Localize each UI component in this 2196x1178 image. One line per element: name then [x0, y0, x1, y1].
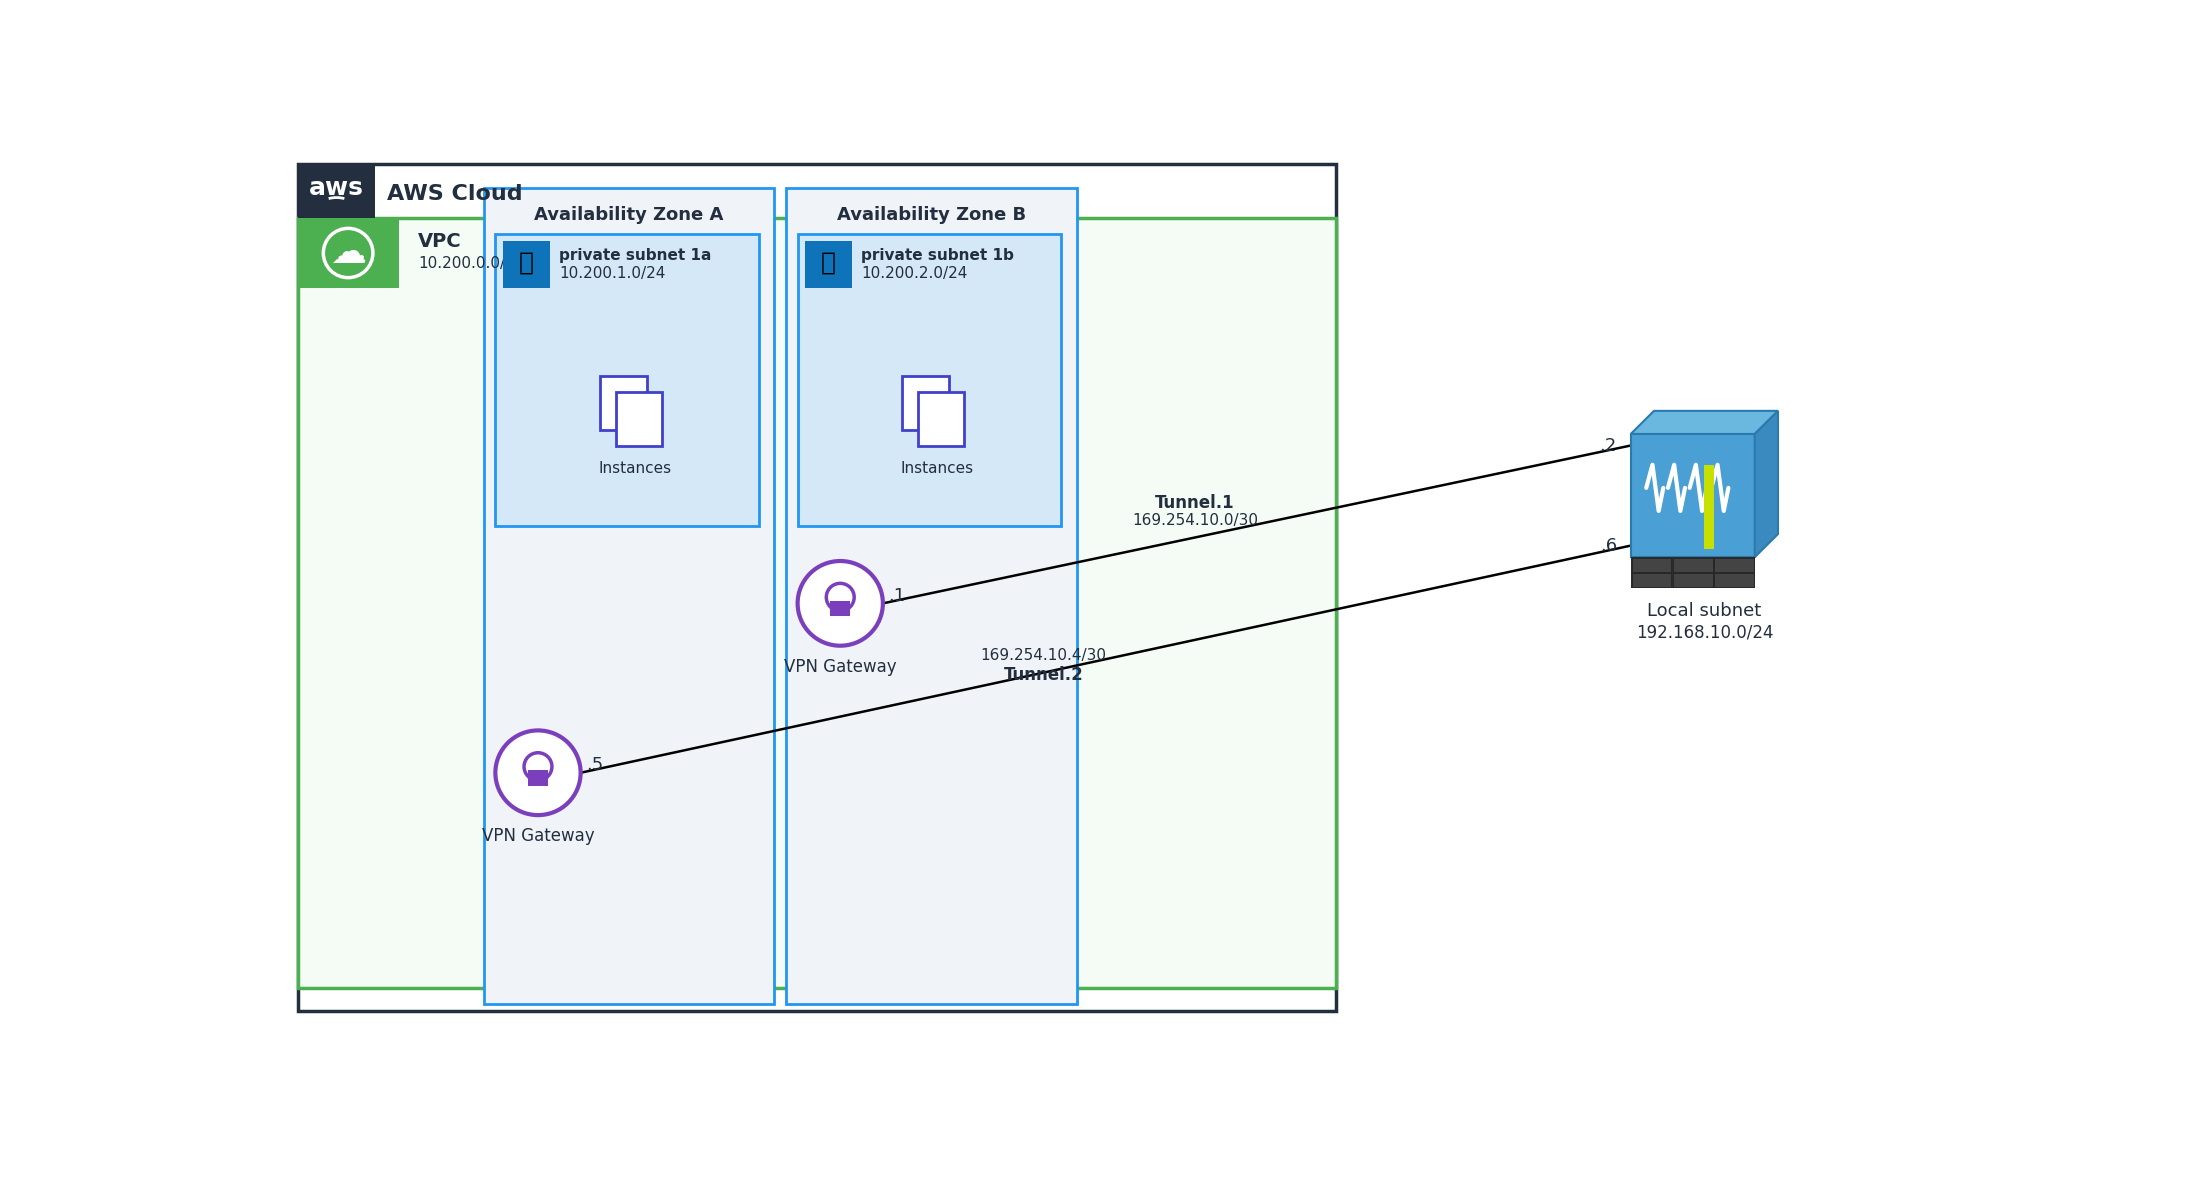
Bar	[1632, 574, 1671, 587]
Circle shape	[525, 753, 551, 781]
Bar	[615, 391, 661, 445]
Bar	[600, 376, 646, 430]
Bar	[903, 376, 949, 430]
Text: 🔒: 🔒	[821, 250, 837, 274]
Bar	[483, 187, 775, 1004]
Text: AWS Cloud: AWS Cloud	[386, 184, 523, 204]
Circle shape	[496, 730, 580, 815]
Text: VPN Gateway: VPN Gateway	[784, 657, 896, 675]
Circle shape	[323, 229, 373, 278]
Text: Tunnel.2: Tunnel.2	[1004, 666, 1083, 683]
Polygon shape	[1755, 411, 1779, 557]
Bar	[496, 233, 760, 527]
Text: aws: aws	[310, 176, 365, 199]
Text: private subnet 1a: private subnet 1a	[560, 247, 712, 263]
Text: private subnet 1b: private subnet 1b	[861, 247, 1015, 263]
Text: .6: .6	[1599, 537, 1616, 555]
Circle shape	[797, 561, 883, 646]
Bar	[918, 391, 964, 445]
Bar	[1632, 557, 1755, 588]
Bar	[797, 233, 1061, 527]
Text: .5: .5	[586, 756, 604, 774]
Bar	[299, 165, 376, 218]
Text: ☁: ☁	[329, 236, 367, 270]
Text: Local subnet: Local subnet	[1647, 602, 1761, 620]
Text: .1: .1	[889, 587, 905, 604]
Text: VPC: VPC	[417, 232, 461, 251]
Text: 🔒: 🔒	[518, 250, 534, 274]
Text: 10.200.2.0/24: 10.200.2.0/24	[861, 266, 968, 282]
Bar	[1715, 558, 1755, 571]
Text: Availability Zone A: Availability Zone A	[534, 205, 725, 224]
Circle shape	[826, 583, 854, 611]
Bar	[830, 601, 850, 616]
Bar	[503, 241, 549, 287]
Text: Instances: Instances	[597, 461, 672, 476]
Bar	[1673, 574, 1713, 587]
Text: VPN Gateway: VPN Gateway	[481, 827, 595, 845]
Bar	[1632, 434, 1755, 557]
Text: 10.200.1.0/24: 10.200.1.0/24	[560, 266, 665, 282]
Bar	[527, 770, 549, 786]
Bar	[299, 218, 1335, 988]
Bar	[806, 241, 852, 287]
Bar	[1632, 558, 1671, 571]
Text: Availability Zone B: Availability Zone B	[837, 205, 1026, 224]
Text: Tunnel.1: Tunnel.1	[1155, 494, 1234, 512]
Polygon shape	[1632, 411, 1779, 434]
Bar	[299, 218, 397, 287]
Text: 169.254.10.4/30: 169.254.10.4/30	[982, 648, 1107, 663]
Text: 10.200.0.0/16: 10.200.0.0/16	[417, 256, 525, 271]
Text: 169.254.10.0/30: 169.254.10.0/30	[1131, 514, 1258, 528]
Text: .2: .2	[1599, 437, 1616, 455]
Bar	[786, 187, 1076, 1004]
Text: 192.168.10.0/24: 192.168.10.0/24	[1636, 623, 1772, 642]
Bar	[1704, 465, 1713, 549]
Bar	[1715, 574, 1755, 587]
Bar	[299, 165, 1335, 1012]
Bar	[1673, 558, 1713, 571]
Text: Instances: Instances	[900, 461, 973, 476]
